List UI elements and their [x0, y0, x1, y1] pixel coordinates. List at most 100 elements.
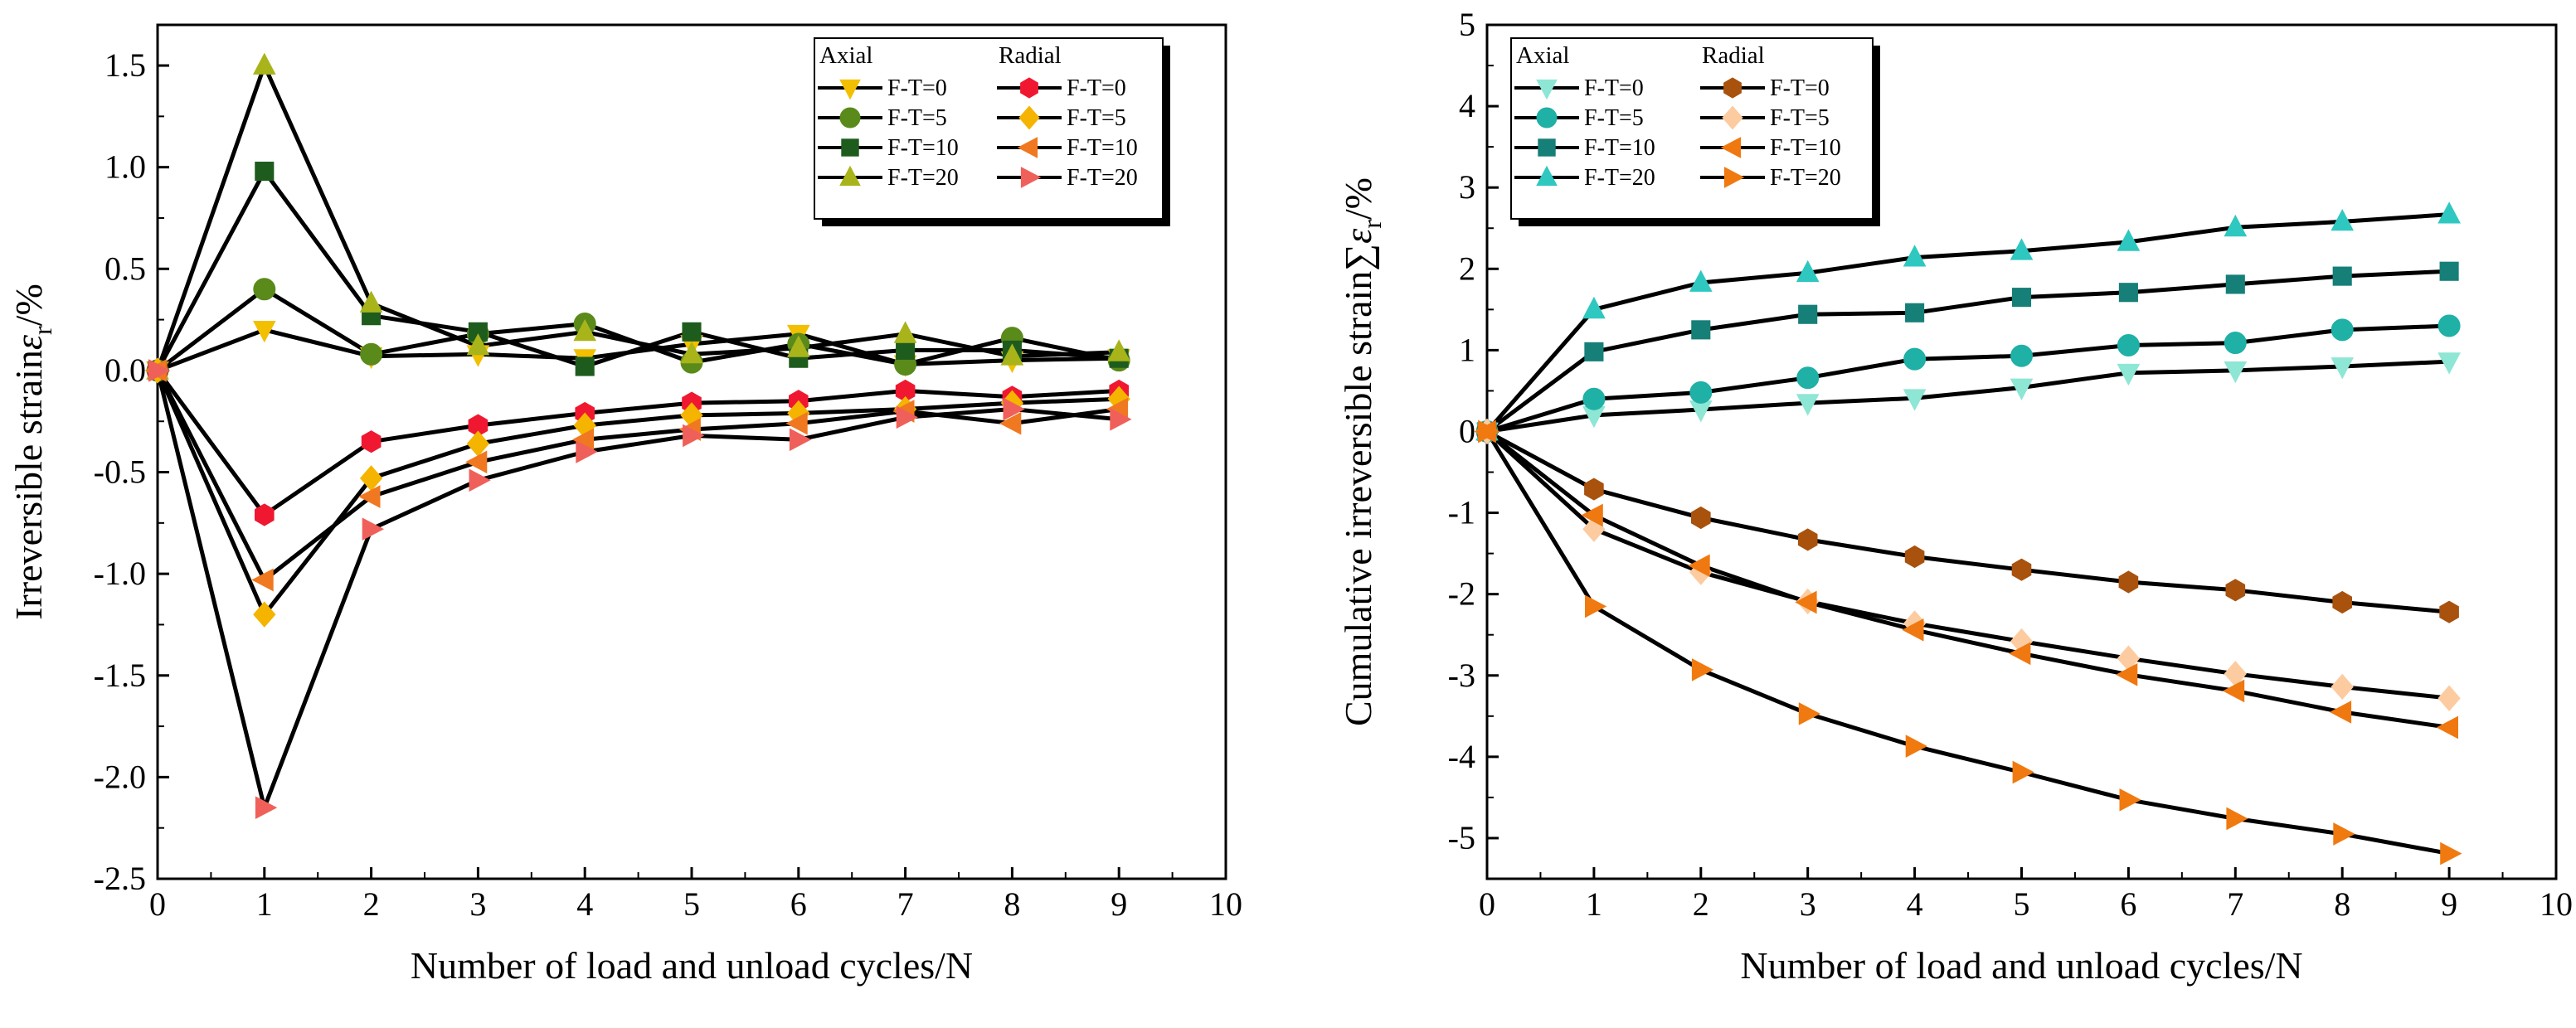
y-tick-label: -0.5 — [94, 453, 146, 491]
data-point-axial-f-t=0 — [2437, 352, 2461, 375]
legend-marker — [1720, 137, 1742, 158]
data-point-radial-f-t=20 — [362, 517, 384, 541]
data-point-radial-f-t=0 — [2225, 579, 2246, 602]
series-line-radial-f-t=20 — [155, 370, 1120, 810]
data-point-radial-f-t=10 — [2329, 701, 2352, 724]
series-line-radial-f-t=0 — [155, 369, 1120, 517]
series-line-radial-f-t=0 — [1485, 429, 2450, 614]
legend-marker — [1020, 167, 1042, 188]
y-tick-label: -4 — [1448, 738, 1475, 775]
data-point-radial-f-t=10 — [1902, 618, 1924, 642]
data-point-radial-f-t=10 — [358, 485, 381, 508]
data-point-axial-f-t=5 — [2117, 333, 2140, 356]
data-point-axial-f-t=10 — [575, 356, 595, 376]
data-point-radial-f-t=0 — [2011, 558, 2032, 581]
data-point-axial-f-t=10 — [2118, 283, 2138, 303]
legend-marker — [1723, 167, 1745, 188]
y-tick-label: 0 — [1459, 412, 1475, 449]
y-tick-label: -2.5 — [94, 860, 146, 897]
data-point-radial-f-t=20 — [1478, 419, 1500, 444]
data-point-axial-f-t=0 — [1796, 394, 1820, 416]
data-point-radial-f-t=20 — [1110, 407, 1132, 431]
x-tick-label: 6 — [2120, 885, 2136, 923]
data-point-radial-f-t=5 — [253, 601, 276, 628]
data-point-axial-f-t=10 — [1584, 342, 1604, 361]
data-point-axial-f-t=10 — [1691, 320, 1711, 340]
data-point-radial-f-t=0 — [361, 430, 382, 453]
series-line-radial-f-t=5 — [1485, 429, 2450, 701]
data-point-axial-f-t=0 — [252, 321, 276, 343]
y-tick-label: 5 — [1459, 6, 1475, 43]
x-tick-label: 10 — [1209, 885, 1242, 923]
series-line-radial-f-t=5 — [155, 369, 1120, 617]
y-tick-label: 1.0 — [104, 148, 146, 186]
legend-marker — [839, 107, 861, 128]
x-tick-label: 0 — [1479, 885, 1495, 923]
data-point-axial-f-t=20 — [1000, 343, 1024, 366]
y-axis-title-unit: /% — [7, 284, 50, 326]
y-tick-label: 0.5 — [104, 250, 146, 287]
data-point-radial-f-t=5 — [2331, 673, 2354, 701]
y-tick-label: -1.5 — [94, 657, 146, 694]
data-point-axial-f-t=5 — [1903, 347, 1927, 371]
data-point-radial-f-t=10 — [2436, 715, 2458, 739]
x-tick-label: 6 — [790, 885, 807, 923]
data-point-axial-f-t=5 — [2437, 314, 2461, 337]
series-line-axial-f-t=20 — [155, 63, 1120, 371]
data-point-radial-f-t=20 — [683, 424, 705, 448]
x-tick-label: 9 — [2441, 885, 2457, 923]
legend-marker — [1020, 77, 1038, 99]
legend-box — [814, 37, 1164, 220]
data-point-radial-f-t=0 — [1904, 545, 1925, 569]
legend-label: F-T=5 — [1584, 105, 1644, 131]
data-point-radial-f-t=20 — [2226, 807, 2248, 831]
x-tick-label: 10 — [2540, 885, 2573, 923]
y-tick-label: -1 — [1448, 494, 1475, 531]
data-point-radial-f-t=0 — [1691, 506, 1711, 530]
x-tick-label: 5 — [2014, 885, 2030, 923]
y-axis-title-text: Cumulative irreversible strain — [1337, 271, 1379, 726]
series-line-radial-f-t=10 — [1485, 429, 2450, 730]
data-point-axial-f-t=20 — [2224, 214, 2248, 237]
data-point-radial-f-t=0 — [2118, 570, 2139, 594]
y-tick-label: -2.0 — [94, 758, 146, 795]
data-point-radial-f-t=20 — [1691, 658, 1714, 681]
legend-label: F-T=5 — [1770, 105, 1830, 131]
data-point-radial-f-t=20 — [255, 796, 278, 820]
data-point-axial-f-t=5 — [2010, 344, 2033, 367]
x-tick-label: 0 — [149, 885, 166, 923]
data-point-radial-f-t=20 — [2333, 822, 2355, 846]
data-point-axial-f-t=20 — [252, 52, 276, 75]
left-chart-panel: 0 1 2 3 4 5 6 7 8 9 10 -2.5 -2.0 -1.5 -1.0 -0.5 0.0 0.5 1.… — [7, 23, 1242, 987]
series-markers — [144, 52, 1132, 820]
y-axis-title-unit: /% — [1337, 177, 1379, 220]
data-point-radial-f-t=20 — [1798, 702, 1821, 725]
data-point-radial-f-t=10 — [251, 568, 274, 592]
legend-group-title: Radial — [1702, 42, 1765, 69]
data-point-axial-f-t=10 — [1905, 303, 1925, 322]
legend-label: F-T=0 — [887, 75, 947, 101]
legend-marker — [841, 138, 859, 157]
legend-marker — [839, 79, 861, 100]
data-point-radial-f-t=5 — [2437, 685, 2461, 711]
data-point-axial-f-t=5 — [1796, 366, 1820, 390]
y-tick-label: -3 — [1448, 657, 1475, 694]
x-tick-label: 9 — [1111, 885, 1127, 923]
legend: AxialF-T=0F-T=5F-T=10F-T=20RadialF-T=0F-… — [1510, 37, 1880, 226]
y-tick-label: 1 — [1459, 331, 1475, 368]
legend-marker — [1538, 138, 1556, 157]
x-tick-label: 3 — [1800, 885, 1816, 923]
series-line-axial-f-t=5 — [1486, 323, 2450, 434]
x-tick-label: 7 — [2227, 885, 2243, 923]
legend-group-title: Radial — [999, 42, 1062, 69]
x-tick-label: 1 — [1586, 885, 1602, 923]
data-point-axial-f-t=20 — [359, 290, 383, 313]
data-point-axial-f-t=0 — [1903, 389, 1927, 411]
legend-box — [1510, 37, 1874, 220]
data-point-radial-f-t=20 — [1003, 397, 1025, 421]
x-tick-label: 7 — [897, 885, 914, 923]
data-point-axial-f-t=10 — [2225, 274, 2245, 294]
x-tick-label: 4 — [1907, 885, 1923, 923]
series-line-axial-f-t=10 — [1485, 269, 2450, 434]
